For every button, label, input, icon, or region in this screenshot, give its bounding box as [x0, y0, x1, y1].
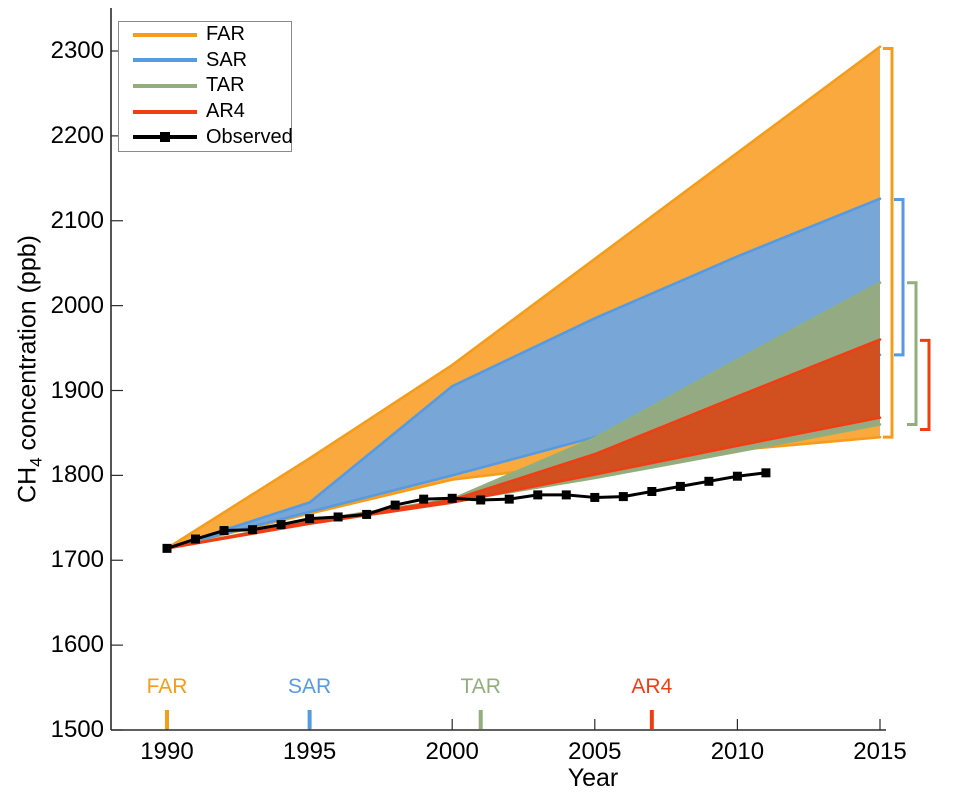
observed-marker [305, 514, 315, 524]
sar-band [167, 198, 880, 549]
tar-range-bracket [907, 281, 918, 426]
observed-marker [732, 471, 742, 481]
ar4-range-bracket [920, 338, 931, 432]
observed-marker [618, 492, 628, 502]
legend: FAR SAR TAR AR4 Observed [118, 21, 293, 152]
observed-marker [390, 500, 400, 510]
observed-marker [447, 493, 457, 503]
observed-legend-swatch [133, 132, 197, 143]
legend-rows: FAR SAR TAR AR4 Observed [119, 22, 293, 150]
sar-upper-edge [165, 197, 882, 550]
observed-marker [761, 468, 771, 478]
observed-marker [476, 495, 486, 505]
observed-marker [219, 526, 229, 536]
observed-marker [276, 520, 286, 530]
observed-marker [590, 492, 600, 502]
observed-marker [248, 525, 258, 535]
ar4-legend-swatch [133, 109, 197, 114]
observed-marker [333, 512, 343, 522]
y-axis-label-subscript: 4 [26, 457, 46, 467]
far-upper-edge [165, 45, 882, 550]
sar-legend-swatch [133, 58, 197, 63]
observed-markers [162, 468, 771, 553]
legend-item-sar: SAR [119, 48, 291, 74]
y-axis-label-units: concentration (ppb) [13, 235, 42, 458]
legend-label: FAR [206, 23, 245, 46]
tar-legend-swatch [133, 83, 197, 88]
far-range-bracket [883, 46, 894, 439]
observed-marker [647, 487, 657, 497]
observed-line [166, 471, 767, 550]
legend-item-far: FAR [119, 22, 291, 48]
observed-marker [561, 490, 571, 500]
legend-label: SAR [206, 48, 248, 71]
observed-marker [504, 494, 514, 504]
far-legend-swatch [133, 32, 197, 37]
legend-label: TAR [206, 74, 245, 97]
y-axis-label-text: CH [13, 466, 42, 503]
observed-square-marker-icon [160, 132, 170, 143]
observed-marker [533, 490, 543, 500]
observed-marker [162, 543, 172, 553]
x-axis-label: Year [567, 764, 619, 792]
ar4-upper-edge [165, 338, 882, 550]
ar4-band [167, 339, 880, 549]
y-axis-label: CH4 concentration (ppb) [14, 235, 47, 503]
legend-item-observed: Observed [119, 124, 293, 150]
sar-range-bracket [894, 198, 905, 357]
legend-label: AR4 [206, 100, 245, 123]
legend-item-tar: TAR [119, 73, 291, 99]
observed-marker [704, 476, 714, 486]
observed-marker [675, 481, 685, 491]
observed-marker [191, 534, 201, 544]
observed-marker [362, 509, 372, 519]
observed-marker [419, 494, 429, 504]
legend-label: Observed [206, 125, 293, 148]
ar4-lower-edge [165, 416, 882, 550]
legend-item-ar4: AR4 [119, 99, 291, 125]
